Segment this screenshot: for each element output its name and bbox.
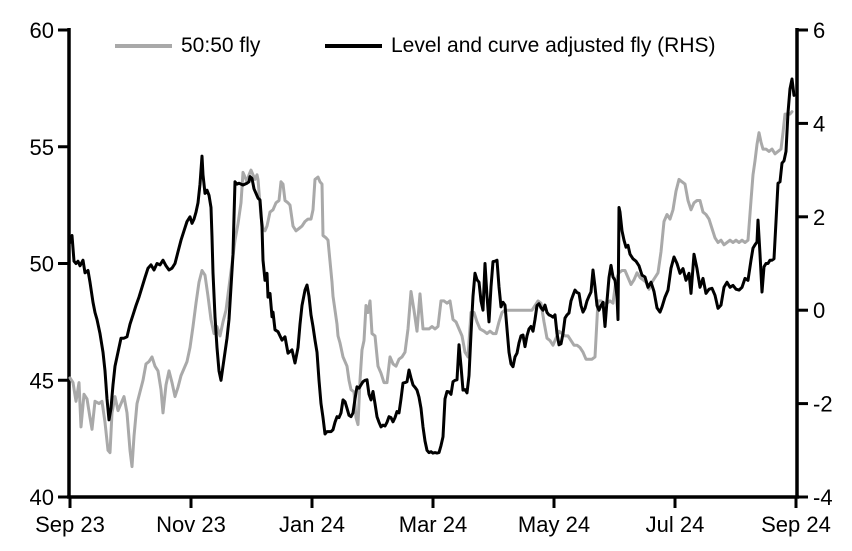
- legend-line-swatch-gray: [115, 44, 172, 48]
- left-axis-tick-label: 60: [30, 18, 54, 43]
- right-axis-tick-label: 0: [813, 298, 825, 323]
- x-axis-tick-label: Jul 24: [646, 512, 705, 537]
- right-axis-tick-label: -2: [813, 392, 833, 417]
- right-axis-tick-label: 6: [813, 18, 825, 43]
- x-axis-tick-label: Mar 24: [399, 512, 467, 537]
- legend-line-swatch-black: [325, 44, 382, 48]
- series-line-5050-fly: [68, 110, 794, 469]
- left-axis-tick-label: 50: [30, 252, 54, 277]
- x-axis-tick-label: May 24: [518, 512, 590, 537]
- x-axis-tick-label: Jan 24: [279, 512, 345, 537]
- left-axis-tick-label: 45: [30, 368, 54, 393]
- x-axis-tick-label: Sep 23: [35, 512, 105, 537]
- right-axis-tick-label: 4: [813, 111, 825, 136]
- left-axis-tick-label: 55: [30, 135, 54, 160]
- legend-item-level-curve-adjusted-fly: Level and curve adjusted fly (RHS): [325, 34, 716, 58]
- x-axis-tick-label: Nov 23: [156, 512, 226, 537]
- x-axis-tick-label: Sep 24: [761, 512, 831, 537]
- left-axis-tick-label: 40: [30, 485, 54, 510]
- legend-label: 50:50 fly: [181, 34, 261, 57]
- legend-label: Level and curve adjusted fly (RHS): [391, 34, 716, 57]
- right-axis-tick-label: -4: [813, 485, 833, 510]
- legend-item-5050-fly: 50:50 fly: [115, 34, 260, 58]
- series-line-level-curve-adjusted-fly: [68, 77, 796, 455]
- right-axis-tick-label: 2: [813, 205, 825, 230]
